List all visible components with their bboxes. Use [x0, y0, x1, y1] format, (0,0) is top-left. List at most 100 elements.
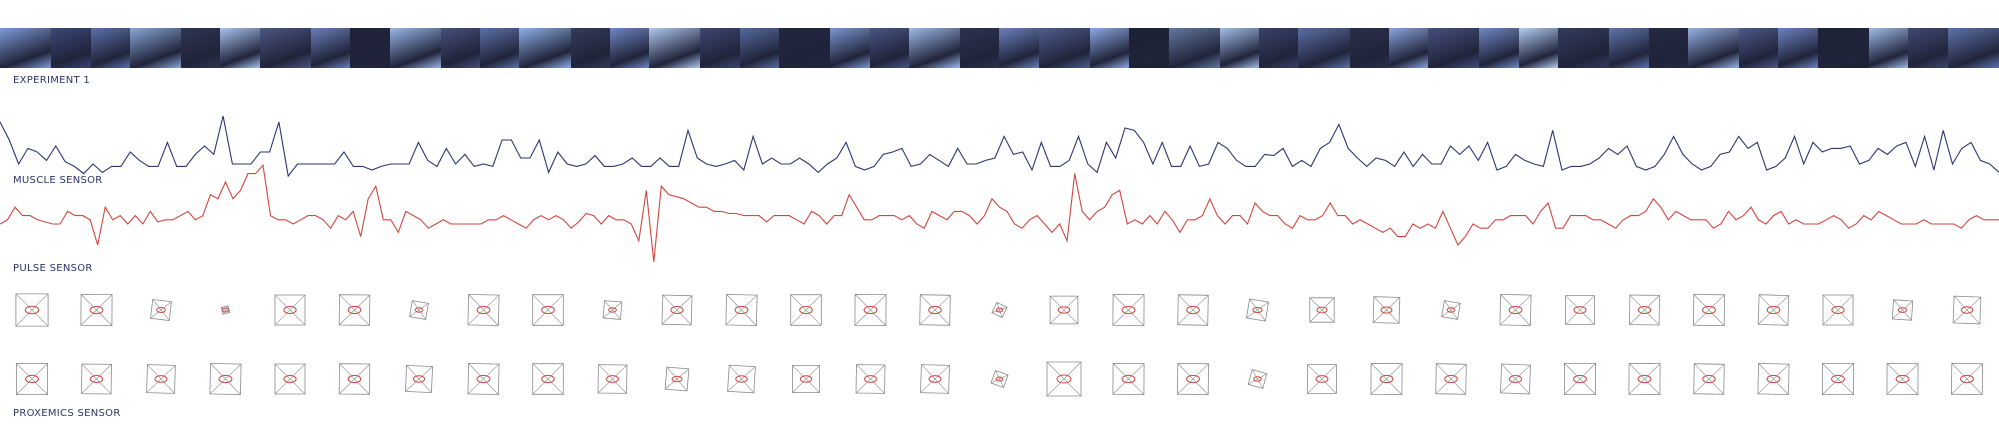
proxemics-glyph — [1565, 295, 1595, 325]
photo-tile — [1868, 28, 1909, 68]
proxemics-glyph — [404, 364, 434, 394]
proxemics-glyph — [1500, 363, 1531, 395]
proxemics-glyph — [990, 369, 1009, 389]
photo-tile — [440, 28, 481, 68]
proxemics-glyph — [81, 363, 112, 395]
photo-tile — [570, 28, 610, 68]
proxemics-glyph — [855, 364, 886, 394]
proxemics-glyph — [220, 305, 231, 315]
proxemics-glyph — [1309, 297, 1335, 323]
photo-tile — [1428, 28, 1480, 68]
photo-tile — [960, 28, 1000, 68]
proxemics-glyph — [274, 294, 306, 326]
proxemics-glyph — [467, 362, 500, 396]
proxemics-glyph — [209, 362, 242, 396]
proxemics-glyph — [1441, 300, 1461, 320]
proxemics-glyph — [664, 366, 690, 392]
label-proxemics: PROXEMICS SENSOR — [13, 408, 121, 419]
photo-tile — [1479, 28, 1519, 68]
photo-tile — [1518, 28, 1559, 68]
muscle-sensor-line — [0, 115, 1999, 178]
proxemics-glyph — [920, 364, 950, 394]
photo-tile — [908, 28, 961, 68]
proxemics-glyph — [467, 293, 500, 327]
proxemics-glyph — [602, 300, 623, 320]
proxemics-glyph — [1757, 294, 1790, 326]
photo-tile — [350, 28, 390, 68]
photo-tile — [259, 28, 311, 68]
photo-tile — [1038, 28, 1090, 68]
proxemics-glyph — [1822, 362, 1854, 396]
photo-tile — [1298, 28, 1350, 68]
proxemics-glyph — [1372, 296, 1401, 324]
proxemics-glyph — [1822, 294, 1854, 326]
proxemics-glyph — [150, 299, 172, 321]
proxemics-glyph — [15, 293, 49, 327]
photo-tile — [1388, 28, 1429, 68]
photo-tile — [1778, 28, 1818, 68]
proxemics-glyph — [1112, 362, 1145, 396]
photo-tile — [1817, 28, 1869, 68]
proxemics-glyph — [854, 293, 887, 327]
photo-tile — [1558, 28, 1610, 68]
photo-tile — [181, 28, 221, 68]
proxemics-glyph — [1693, 363, 1725, 395]
photo-tile — [700, 28, 740, 68]
proxemics-glyph — [661, 294, 693, 326]
photo-tile — [1739, 28, 1779, 68]
photo-tile — [220, 28, 260, 68]
photo-tile — [389, 28, 441, 68]
label-experiment: EXPERIMENT 1 — [13, 75, 91, 86]
proxemics-glyph — [274, 363, 306, 395]
proxemics-glyph — [991, 301, 1008, 319]
proxemics-glyph — [1629, 294, 1660, 326]
proxemics-glyph — [725, 293, 758, 327]
proxemics-glyph — [80, 293, 113, 327]
proxemics-glyph — [146, 364, 176, 394]
proxemics-glyph — [792, 364, 820, 394]
pulse-sensor-line — [0, 163, 1999, 262]
proxemics-glyph — [1692, 293, 1726, 327]
photo-tile — [1648, 28, 1688, 68]
proxemics-glyph — [1112, 293, 1145, 327]
photo-tile — [1908, 28, 1948, 68]
photo-tile — [1687, 28, 1740, 68]
proxemics-glyph — [727, 364, 756, 394]
photo-tile — [1947, 28, 1999, 68]
photo-tile — [779, 28, 831, 68]
proxemics-glyph — [1049, 295, 1079, 325]
photo-tile — [1168, 28, 1220, 68]
proxemics-glyph — [338, 363, 371, 395]
proxemics-glyph — [532, 363, 564, 395]
proxemics-glyph — [1564, 362, 1596, 396]
proxemics-glyph — [1176, 362, 1210, 396]
photo-tile — [869, 28, 909, 68]
proxemics-glyph — [1246, 298, 1269, 322]
photo-tile — [649, 28, 701, 68]
photo-tile — [1219, 28, 1260, 68]
proxemics-glyph — [532, 294, 564, 326]
photo-strip — [0, 28, 1999, 68]
proxemics-glyph — [1499, 293, 1532, 327]
photo-tile — [0, 28, 52, 68]
photo-tile — [609, 28, 650, 68]
proxemics-glyph — [1247, 369, 1268, 389]
photo-tile — [519, 28, 571, 68]
proxemics-glyph — [597, 364, 628, 394]
photo-tile — [1089, 28, 1130, 68]
photo-tile — [90, 28, 130, 68]
photo-tile — [1609, 28, 1649, 68]
proxemics-glyph — [1435, 363, 1467, 395]
photo-tile — [51, 28, 91, 68]
photo-tile — [1349, 28, 1389, 68]
label-muscle: MUSCLE SENSOR — [13, 175, 103, 186]
photo-tile — [129, 28, 181, 68]
proxemics-glyph — [1177, 294, 1209, 326]
proxemics-glyph — [1950, 362, 1984, 396]
photo-tile — [480, 28, 520, 68]
photo-tile — [1259, 28, 1299, 68]
proxemics-glyph — [1891, 299, 1914, 321]
proxemics-glyph — [15, 362, 48, 396]
photo-tile — [310, 28, 351, 68]
